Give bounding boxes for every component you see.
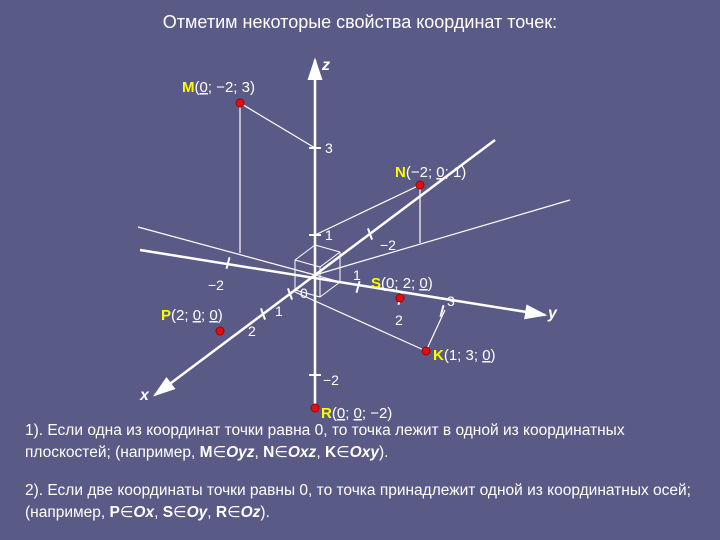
- slide: Отметим некоторые свойства координат точ…: [0, 0, 720, 540]
- svg-text:−2: −2: [323, 372, 339, 388]
- coord-diagram: zyx13−2123−212−20M(0; −2; 3)N(−2; 0; 1)S…: [100, 40, 620, 410]
- note-2: 2). Если две координаты точки равны 0, т…: [25, 480, 695, 523]
- svg-text:−2: −2: [380, 237, 396, 253]
- svg-text:y: y: [547, 305, 558, 322]
- svg-text:3: 3: [447, 293, 455, 309]
- note-1: 1). Если одна из координат точки равна 0…: [25, 420, 695, 463]
- svg-text:2: 2: [395, 312, 403, 328]
- svg-text:1: 1: [275, 303, 283, 319]
- svg-text:K(1; 3; 0): K(1; 3; 0): [433, 347, 496, 364]
- svg-text:z: z: [321, 57, 330, 74]
- svg-text:0: 0: [300, 285, 308, 301]
- svg-text:N(−2; 0; 1): N(−2; 0; 1): [395, 164, 466, 181]
- svg-text:2: 2: [248, 323, 256, 339]
- slide-title: Отметим некоторые свойства координат точ…: [0, 12, 720, 33]
- svg-text:S(0; 2; 0): S(0; 2; 0): [371, 275, 433, 292]
- svg-text:1: 1: [353, 267, 361, 283]
- svg-text:P(2; 0; 0): P(2; 0; 0): [161, 307, 223, 324]
- svg-text:x: x: [139, 387, 150, 404]
- svg-text:3: 3: [325, 140, 333, 156]
- svg-text:M(0; −2; 3): M(0; −2; 3): [182, 79, 255, 96]
- svg-text:−2: −2: [208, 277, 224, 293]
